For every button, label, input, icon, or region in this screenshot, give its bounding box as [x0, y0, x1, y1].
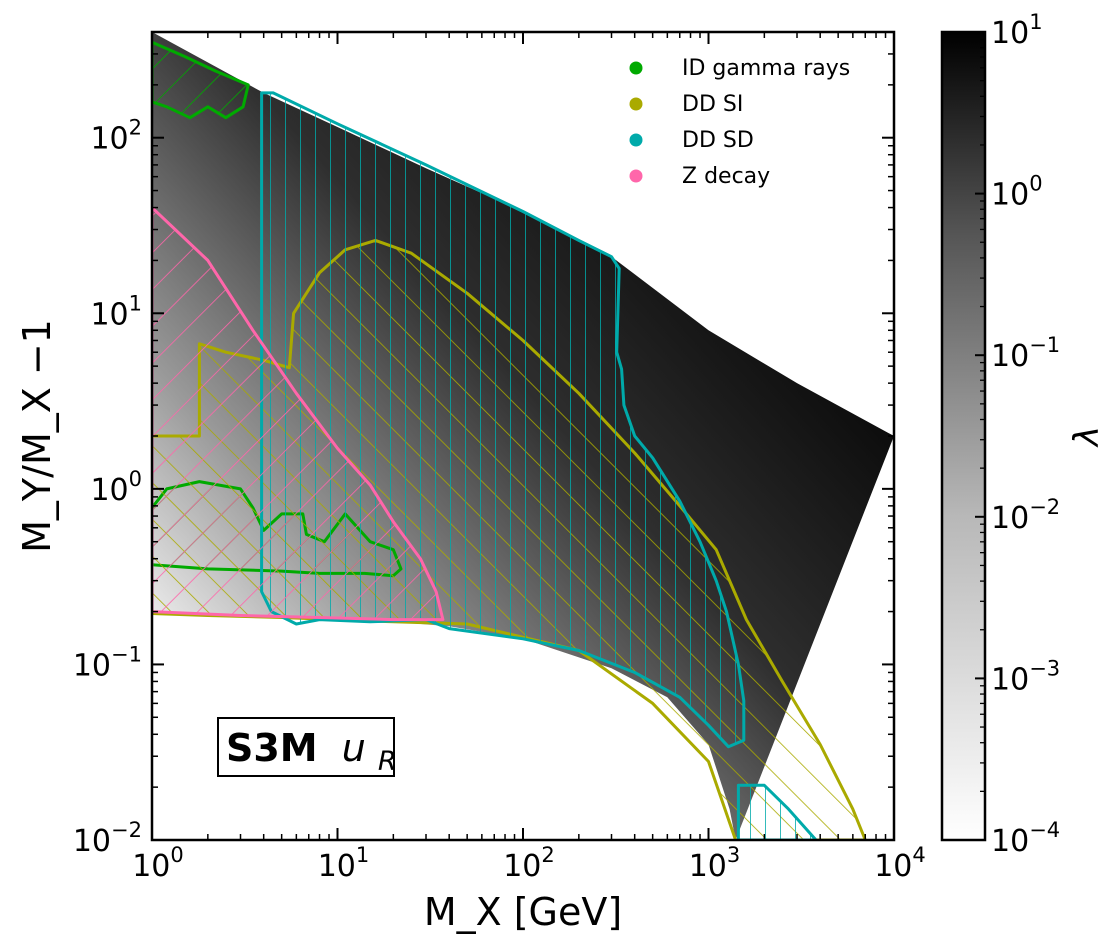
series-z-decay: [152, 206, 445, 622]
colorbar-gradient: [940, 30, 987, 842]
annotation-bold: S3M: [226, 726, 318, 770]
x-tick-label: 102: [503, 843, 555, 884]
colorbar-label: λ: [1067, 426, 1107, 448]
annotation-box: [217, 717, 395, 777]
y-axis-label-text: M_Y/M_X −1: [15, 319, 59, 553]
colorbar-tick-label: 100: [991, 172, 1043, 213]
x-tick-label: 100: [132, 843, 184, 884]
legend-marker: [629, 97, 643, 111]
legend-label: DD SI: [682, 92, 743, 117]
annotation-sub: R: [378, 746, 397, 777]
x-axis-ticks: 100 101 102 103 104: [132, 32, 926, 884]
y-axis-label: M_Y/M_X −1: [15, 319, 59, 553]
legend-label: ID gamma rays: [682, 56, 850, 81]
legend: ID gamma rays DD SI DD SD Z decay: [629, 56, 850, 189]
colorbar-tick-label: 10−3: [991, 656, 1060, 697]
legend-marker: [629, 61, 643, 75]
colorbar-tick-label: 10−1: [991, 333, 1060, 374]
annotation-math: u: [342, 726, 366, 770]
colorbar-ticks: 10−4 10−3 10−2 10−1 100 101: [975, 10, 1060, 859]
y-axis-ticks: 10−2 10−1 100 101 102: [73, 53, 894, 859]
annotation-text: S3M u R: [226, 726, 397, 777]
region-2-1: [736, 783, 818, 840]
y-tick-label: 100: [90, 467, 142, 508]
colorbar-tick-label: 101: [991, 10, 1043, 51]
y-tick-label: 10−1: [73, 642, 142, 683]
model-annotation: S3M u R: [217, 717, 397, 777]
x-tick-label: 101: [318, 843, 370, 884]
legend-label: Z decay: [682, 164, 770, 189]
region-3-0: [152, 206, 445, 622]
legend-marker: [629, 133, 643, 147]
x-axis-label: M_X [GeV]: [424, 890, 622, 934]
y-tick-label: 10−2: [73, 818, 142, 859]
region-0-0: [152, 40, 250, 120]
colorbar-tick-label: 10−4: [991, 818, 1060, 859]
colorbar-tick-label: 10−2: [991, 495, 1060, 536]
x-tick-label: 104: [874, 843, 926, 884]
y-tick-label: 101: [90, 291, 142, 332]
colorbar: 10−4 10−3 10−2 10−1 100 101 λ: [940, 10, 1107, 859]
plot-area: 100 101 102 103 104 10−2 10−1 100 101 102: [73, 30, 926, 884]
exclusion-regions: [152, 40, 867, 840]
x-tick-label: 103: [689, 843, 741, 884]
y-tick-label: 102: [90, 116, 142, 157]
x-axis-label-text: M_X [GeV]: [424, 890, 622, 934]
legend-label: DD SD: [682, 128, 754, 153]
legend-marker: [629, 169, 643, 183]
